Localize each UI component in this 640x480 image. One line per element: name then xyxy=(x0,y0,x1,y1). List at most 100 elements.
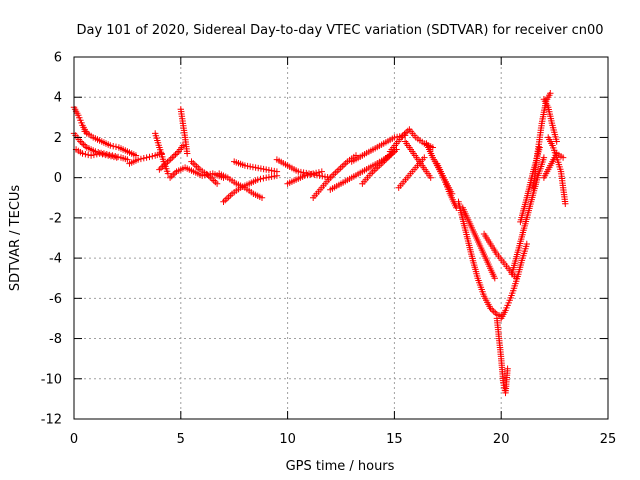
data-point xyxy=(159,163,166,170)
data-point xyxy=(273,168,281,175)
data-point xyxy=(79,150,86,157)
data-point xyxy=(421,154,428,161)
data-point xyxy=(210,177,217,184)
data-point xyxy=(140,155,147,162)
data-point xyxy=(172,151,179,158)
data-point xyxy=(167,155,174,163)
data-point xyxy=(80,141,87,148)
data-point xyxy=(492,309,499,317)
data-point xyxy=(191,161,199,168)
data-point xyxy=(156,166,163,173)
data-point xyxy=(223,195,231,202)
x-tick-label: 0 xyxy=(70,432,78,447)
y-tick-label: -4 xyxy=(49,252,62,267)
data-point xyxy=(85,151,92,159)
data-point xyxy=(77,138,84,145)
data-point xyxy=(340,161,348,168)
data-point xyxy=(523,240,530,248)
data-point xyxy=(330,171,337,178)
data-point xyxy=(112,143,120,150)
data-point xyxy=(401,130,408,138)
data-point xyxy=(257,175,264,183)
grid xyxy=(74,57,608,419)
data-point xyxy=(213,180,221,187)
data-point xyxy=(310,170,317,177)
y-tick-label: 0 xyxy=(54,171,62,186)
data-point xyxy=(559,154,567,161)
data-point xyxy=(165,157,173,164)
data-point xyxy=(553,138,560,145)
x-tick-label: 15 xyxy=(386,432,403,447)
data-point xyxy=(562,200,569,207)
data-point xyxy=(179,142,187,149)
data-point xyxy=(402,129,410,136)
data-point xyxy=(146,153,153,161)
data-point xyxy=(304,171,311,179)
data-point xyxy=(339,163,346,170)
data-point xyxy=(220,198,227,205)
data-point xyxy=(184,150,191,157)
y-tick-label: -6 xyxy=(49,292,62,307)
data-point xyxy=(164,170,172,177)
y-tick-label: 4 xyxy=(54,91,62,106)
data-point xyxy=(504,365,511,372)
y-tick-label: -12 xyxy=(41,413,62,428)
data-point xyxy=(166,174,174,181)
y-tick-label: -10 xyxy=(41,372,62,387)
data-point xyxy=(168,173,175,180)
data-point xyxy=(369,168,376,176)
data-point xyxy=(78,139,86,147)
data-point xyxy=(540,154,548,161)
data-point xyxy=(173,149,181,157)
data-point xyxy=(99,151,106,158)
data-point xyxy=(97,149,105,157)
data-point xyxy=(536,144,543,151)
data-point xyxy=(82,151,89,158)
x-tick-label: 25 xyxy=(600,432,617,447)
data-point xyxy=(107,142,114,149)
data-point xyxy=(124,156,131,163)
data-point xyxy=(307,171,314,178)
plot-frame xyxy=(73,56,609,420)
data-point xyxy=(164,158,171,166)
y-tick-label: 6 xyxy=(54,51,62,66)
data-point xyxy=(170,171,177,178)
data-point xyxy=(143,154,150,161)
x-tick-label: 5 xyxy=(177,432,185,447)
data-point xyxy=(105,152,112,159)
y-tick-label: 2 xyxy=(54,131,62,146)
x-tick-label: 10 xyxy=(279,432,296,447)
data-points xyxy=(70,90,569,397)
data-point xyxy=(342,160,349,167)
data-point xyxy=(312,169,320,177)
data-point xyxy=(488,306,496,314)
data-point xyxy=(87,152,95,159)
y-tick-label: -2 xyxy=(49,211,62,226)
data-point xyxy=(107,153,115,160)
data-point xyxy=(96,150,103,157)
data-point xyxy=(547,90,554,97)
data-point xyxy=(171,169,179,177)
data-point xyxy=(427,174,434,181)
data-point xyxy=(399,132,407,139)
data-point xyxy=(82,142,89,150)
x-axis-label: GPS time / hours xyxy=(286,459,395,474)
data-point xyxy=(113,154,120,161)
y-tick-label: -8 xyxy=(49,332,62,347)
data-point xyxy=(102,151,109,159)
data-point xyxy=(134,156,142,163)
data-point xyxy=(110,143,117,150)
axis-ticks: -12 -10 -8 -6 -4 -2 0 2 4 6 0 5 10 15 20 25 xyxy=(41,51,617,448)
data-point xyxy=(254,176,261,183)
data-point xyxy=(318,168,325,175)
data-point xyxy=(328,172,336,180)
data-point xyxy=(157,164,165,172)
data-point xyxy=(90,151,98,159)
data-point xyxy=(315,169,323,176)
x-tick-label: 20 xyxy=(493,432,510,447)
data-point xyxy=(260,175,267,182)
data-point xyxy=(335,166,343,173)
data-point xyxy=(110,153,118,161)
data-point xyxy=(371,167,378,174)
